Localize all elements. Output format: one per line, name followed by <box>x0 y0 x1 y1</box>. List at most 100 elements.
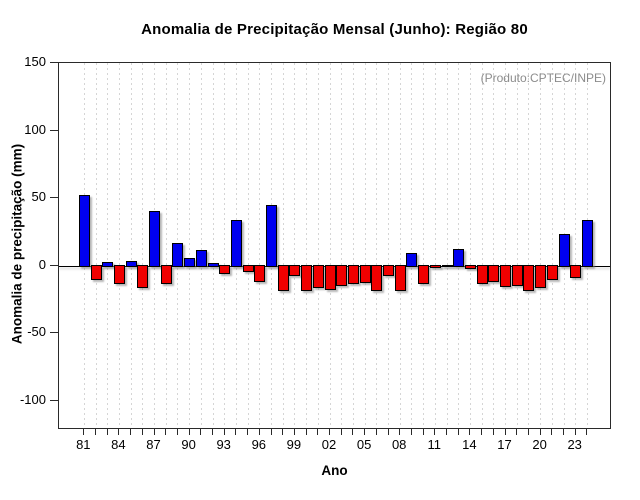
gridline-2019 <box>528 63 530 428</box>
gridline-2001 <box>317 63 319 428</box>
x-tick-1990 <box>188 429 190 435</box>
bar-1986 <box>137 264 149 289</box>
bar-2015 <box>476 264 488 285</box>
bar-1988 <box>160 264 172 285</box>
gridline-1992 <box>212 63 214 428</box>
x-tick-label-2008: 08 <box>391 437 407 452</box>
bar-2003 <box>336 264 348 286</box>
gridline-2007 <box>388 63 389 428</box>
plot-area: (Produto:CPTEC/INPE) <box>58 62 611 429</box>
gridline-1984 <box>118 63 120 428</box>
x-tick-label-1996: 96 <box>251 437 267 452</box>
x-tick-1995 <box>247 429 249 435</box>
x-tick-1992 <box>212 429 213 435</box>
x-tick-2008 <box>399 429 401 435</box>
bar-1990 <box>184 258 196 267</box>
bar-1985 <box>125 260 137 267</box>
gridline-2000 <box>306 63 308 428</box>
gridline-2009 <box>411 63 413 428</box>
y-tick-label--100: -100 <box>19 392 46 407</box>
bar-2004 <box>347 264 359 285</box>
x-tick-2010 <box>422 429 424 435</box>
bar-2020 <box>535 264 547 289</box>
bar-1999 <box>289 264 301 277</box>
bar-2016 <box>488 264 500 282</box>
x-tick-1994 <box>235 429 237 435</box>
bar-2001 <box>312 264 324 289</box>
bar-2005 <box>359 264 371 283</box>
gridline-2008 <box>399 63 401 428</box>
bar-2009 <box>406 252 418 267</box>
x-tick-label-2023: 23 <box>567 437 582 452</box>
x-tick-label-1993: 93 <box>216 437 231 452</box>
gridline-2021 <box>551 63 553 428</box>
gridline-1995 <box>247 63 249 428</box>
x-tick-2023 <box>574 429 576 435</box>
x-tick-1997 <box>270 429 272 435</box>
y-tick-label-50: 50 <box>31 189 46 205</box>
y-tick-50 <box>50 197 58 199</box>
x-tick-2009 <box>410 429 412 435</box>
x-tick-label-1999: 99 <box>286 437 302 452</box>
x-tick-label-1987: 87 <box>146 437 161 452</box>
x-tick-1981 <box>83 429 85 435</box>
x-tick-1983 <box>106 429 108 435</box>
bar-2018 <box>511 264 523 286</box>
gridline-1998 <box>282 63 284 428</box>
bar-2011 <box>429 264 441 269</box>
x-tick-label-2011: 11 <box>427 437 442 452</box>
product-credit-label: (Produto:CPTEC/INPE) <box>480 71 606 85</box>
bar-2022 <box>558 233 570 267</box>
y-tick--100 <box>50 400 58 401</box>
x-tick-label-1984: 84 <box>111 437 126 452</box>
bar-1996 <box>254 264 266 282</box>
x-tick-label-2014: 14 <box>462 437 477 452</box>
x-tick-1991 <box>200 429 202 435</box>
y-tick-label-0: 0 <box>38 256 46 272</box>
x-tick-1996 <box>258 429 260 435</box>
bar-2014 <box>464 264 476 270</box>
x-tick-label-2005: 05 <box>356 437 372 452</box>
gridline-2006 <box>376 63 378 428</box>
gridline-2003 <box>341 63 343 428</box>
bar-1984 <box>113 264 125 285</box>
x-tick-1999 <box>293 429 295 435</box>
bar-2008 <box>394 264 406 292</box>
y-tick-150 <box>50 62 58 63</box>
x-tick-2015 <box>481 429 483 435</box>
bar-2010 <box>418 264 430 285</box>
gridline-2020 <box>540 63 542 428</box>
x-axis-title: Ano <box>321 463 348 478</box>
y-tick-0 <box>50 264 58 266</box>
bar-1982 <box>90 264 102 281</box>
bar-1989 <box>172 243 184 267</box>
bar-2012 <box>441 264 453 267</box>
bar-1998 <box>277 264 289 292</box>
x-tick-2004 <box>352 429 354 435</box>
x-tick-2012 <box>446 429 447 435</box>
x-tick-2017 <box>504 429 506 435</box>
x-tick-1982 <box>95 429 96 435</box>
y-tick-100 <box>50 129 58 131</box>
bar-2024 <box>581 220 593 267</box>
x-tick-2021 <box>551 429 553 435</box>
x-tick-1989 <box>176 429 178 435</box>
gridline-1990 <box>189 63 191 428</box>
gridline-2011 <box>434 63 436 428</box>
bar-2006 <box>371 264 383 292</box>
x-tick-label-2017: 17 <box>497 437 512 452</box>
x-tick-2024 <box>586 429 588 435</box>
x-tick-label-2002: 02 <box>321 437 337 452</box>
gridline-2015 <box>481 63 483 428</box>
chart-title: Anomalia de Precipitação Mensal (Junho):… <box>141 21 528 38</box>
x-tick-2003 <box>340 429 342 435</box>
bar-2013 <box>453 248 465 267</box>
gridline-1999 <box>294 63 296 428</box>
gridline-2013 <box>458 63 460 428</box>
gridline-2002 <box>329 63 331 428</box>
x-tick-2020 <box>539 429 541 435</box>
bar-2000 <box>301 264 313 292</box>
gridline-2018 <box>516 63 518 428</box>
x-tick-1986 <box>141 429 143 435</box>
